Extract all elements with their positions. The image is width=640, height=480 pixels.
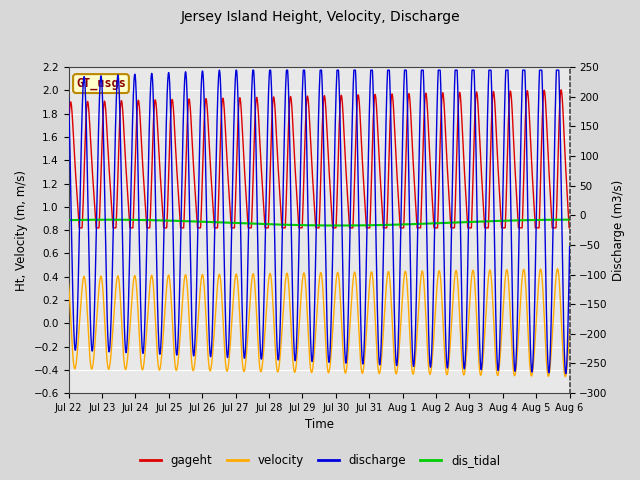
Y-axis label: Discharge (m3/s): Discharge (m3/s) [612, 180, 625, 281]
Text: Jersey Island Height, Velocity, Discharge: Jersey Island Height, Velocity, Discharg… [180, 10, 460, 24]
Text: GT_usgs: GT_usgs [76, 77, 126, 90]
Legend: gageht, velocity, discharge, dis_tidal: gageht, velocity, discharge, dis_tidal [135, 449, 505, 472]
Y-axis label: Ht, Velocity (m, m/s): Ht, Velocity (m, m/s) [15, 169, 28, 291]
X-axis label: Time: Time [305, 419, 333, 432]
